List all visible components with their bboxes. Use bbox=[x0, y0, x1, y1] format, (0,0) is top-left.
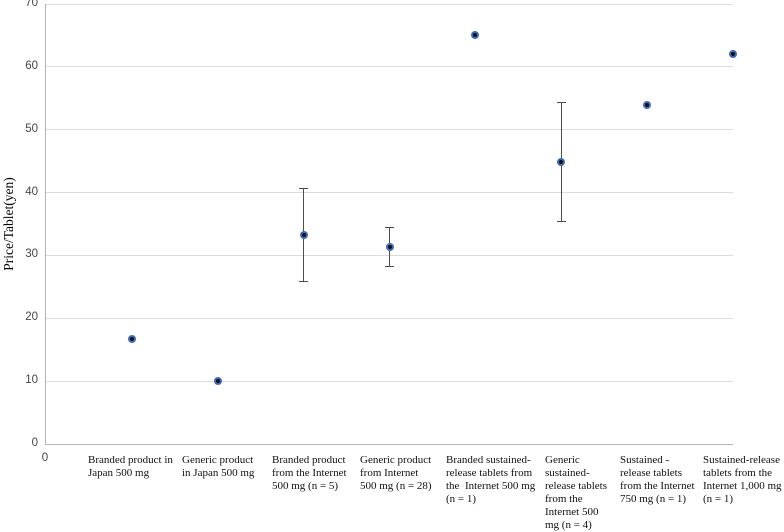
y-tick-label: 30 bbox=[25, 248, 38, 261]
plot-area bbox=[45, 3, 737, 445]
error-bar-cap-bottom bbox=[385, 266, 394, 268]
data-point bbox=[729, 50, 737, 59]
x-axis-origin-tick-label: 0 bbox=[41, 452, 49, 464]
gridline bbox=[46, 380, 733, 382]
x-category-label: Branded product in Japan 500 mg bbox=[88, 454, 173, 479]
x-category-label: Branded product from the Internet 500 mg… bbox=[272, 454, 347, 492]
data-point bbox=[299, 230, 308, 239]
x-category-label: Generic product from Internet 500 mg (n … bbox=[360, 454, 432, 492]
data-point bbox=[213, 377, 222, 386]
gridline bbox=[46, 317, 733, 319]
gridline bbox=[46, 66, 733, 68]
x-category-label: Generic sustained- release tablets from … bbox=[545, 454, 607, 531]
error-bar-cap-top bbox=[556, 102, 566, 104]
data-point bbox=[127, 335, 136, 344]
gridline bbox=[46, 129, 733, 131]
y-tick-label: 70 bbox=[25, 0, 38, 9]
gridline bbox=[46, 3, 733, 5]
data-point bbox=[557, 158, 566, 167]
data-point bbox=[471, 31, 480, 40]
data-point bbox=[385, 243, 394, 252]
y-tick-label: 10 bbox=[25, 374, 38, 387]
gridline bbox=[46, 192, 733, 194]
y-tick-label: 50 bbox=[25, 122, 38, 135]
y-tick-label: 60 bbox=[25, 59, 38, 72]
y-tick-label: 0 bbox=[31, 437, 38, 449]
error-bar-cap-top bbox=[385, 227, 394, 229]
x-category-label: Sustained-release tablets from the Inter… bbox=[703, 454, 782, 505]
x-category-label: Branded sustained- release tablets from … bbox=[446, 454, 536, 505]
x-category-label: Generic product in Japan 500 mg bbox=[182, 454, 255, 479]
y-tick-label: 20 bbox=[25, 311, 38, 324]
data-point bbox=[643, 100, 652, 109]
x-category-label: Sustained - release tablets from the Int… bbox=[620, 454, 695, 505]
error-bar-cap-top bbox=[299, 187, 309, 189]
y-tick-label: 40 bbox=[25, 185, 38, 198]
error-bar-cap-bottom bbox=[556, 220, 566, 222]
error-bar-cap-bottom bbox=[299, 280, 309, 282]
